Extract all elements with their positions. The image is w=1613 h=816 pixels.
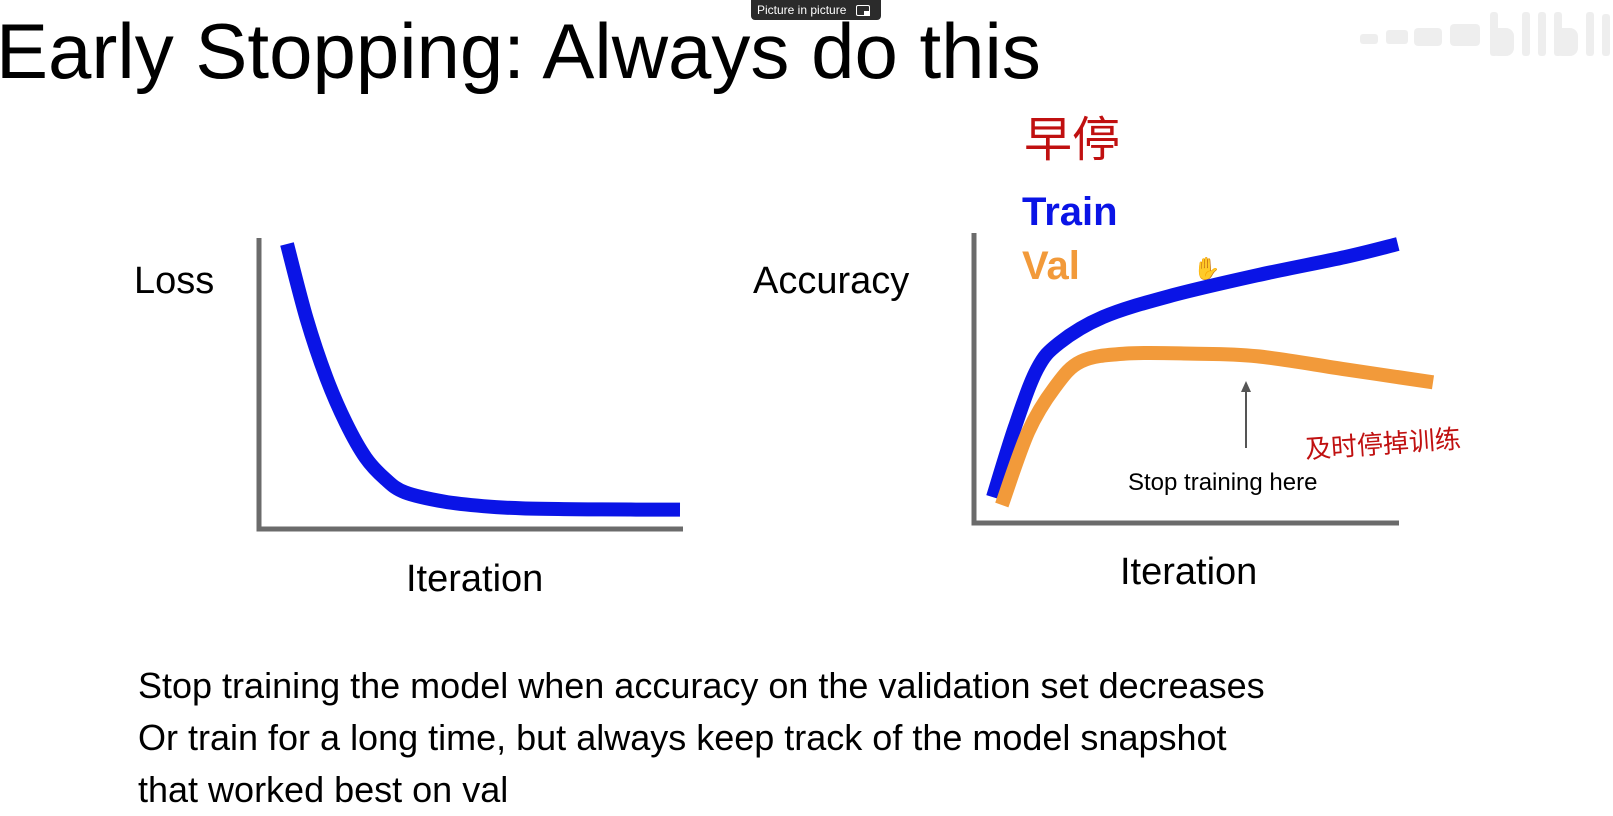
bottom-line-2: Or train for a long time, but always kee… <box>138 717 1227 758</box>
accuracy-series-train-line <box>986 237 1400 500</box>
left-chart-series <box>280 242 681 517</box>
bottom-line-1: Stop training the model when accuracy on… <box>138 665 1265 706</box>
legend-train: Train <box>1022 190 1118 234</box>
loss-axis-label: Loss <box>134 260 215 302</box>
left-iteration-axis-label: Iteration <box>406 558 544 600</box>
bottom-line-3: that worked best on val <box>138 769 509 810</box>
picture-in-picture-tooltip[interactable]: Picture in picture <box>751 0 881 20</box>
legend-val: Val <box>1022 244 1080 288</box>
picture-in-picture-label: Picture in picture <box>757 3 847 17</box>
bottom-text-block: Stop training the model when accuracy on… <box>138 660 1265 816</box>
right-iteration-axis-label: Iteration <box>1120 551 1258 593</box>
left-chart-axes <box>256 238 683 532</box>
stop-training-annotation: Stop training here <box>1128 469 1318 496</box>
loss-series-0-line <box>280 242 681 517</box>
picture-in-picture-icon[interactable] <box>856 4 871 16</box>
handwritten-early-stop: 早停 <box>1024 112 1121 168</box>
stop-training-arrowhead <box>1241 381 1251 392</box>
right-chart-axes <box>971 233 1399 526</box>
hand-cursor-icon: ✋ <box>1193 256 1221 281</box>
accuracy-axis-label: Accuracy <box>753 260 910 302</box>
slide-title: Early Stopping: Always do this <box>0 7 1041 95</box>
accuracy-series-val-line <box>995 345 1435 508</box>
right-chart-series <box>986 237 1435 508</box>
bilibili-logo-icon <box>1360 12 1610 56</box>
